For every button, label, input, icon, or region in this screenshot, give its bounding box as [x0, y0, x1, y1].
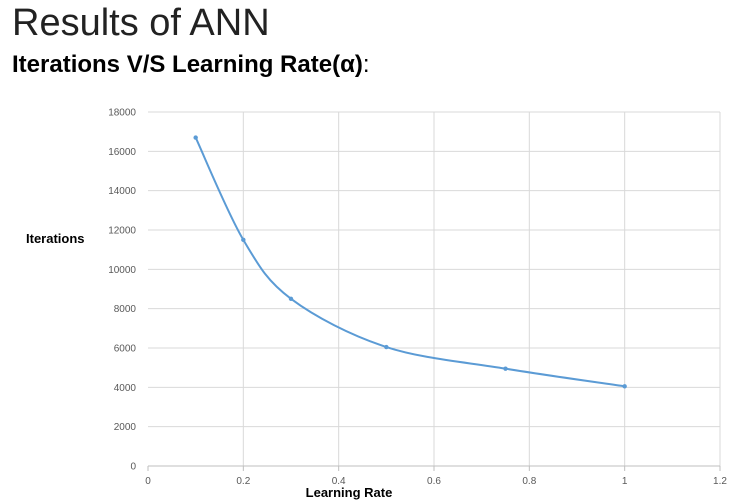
page-title: Results of ANN — [12, 2, 270, 44]
data-point — [193, 135, 198, 140]
x-axis-label: Learning Rate — [306, 485, 393, 500]
data-point — [622, 384, 627, 389]
y-tick-label: 4000 — [114, 383, 137, 394]
data-point — [241, 237, 246, 243]
subtitle-text: Iterations V/S Learning Rate(α) — [12, 51, 363, 78]
x-tick-label: 0 — [145, 476, 151, 487]
y-tick-label: 0 — [130, 462, 136, 473]
data-point — [288, 296, 294, 302]
series-line — [194, 137, 625, 388]
x-tick-label: 0.2 — [236, 476, 250, 487]
data-point — [384, 344, 389, 350]
subtitle-colon: : — [362, 51, 370, 78]
x-axis-ticks: 0 0.2 0.4 0.6 0.8 1 1.2 — [145, 476, 727, 487]
y-tick-label: 6000 — [114, 344, 137, 355]
series-points — [193, 135, 627, 389]
x-tick-label: 0.6 — [427, 476, 441, 487]
y-tick-label: 10000 — [108, 265, 136, 276]
y-tick-label: 8000 — [114, 304, 137, 315]
chart-grid — [148, 111, 721, 466]
y-tick-label: 16000 — [108, 147, 136, 158]
y-tick-label: 14000 — [108, 186, 136, 197]
y-tick-label: 2000 — [114, 422, 137, 433]
page-subtitle: Iterations V/S Learning Rate(α): — [12, 50, 369, 80]
y-tick-label: 12000 — [108, 226, 136, 237]
data-point — [503, 366, 508, 371]
x-tick-label: 1.2 — [713, 476, 727, 487]
y-axis-label: Iterations — [26, 231, 85, 246]
x-tick-label: 1 — [622, 476, 628, 487]
chart-axes — [147, 465, 721, 471]
x-tick-label: 0.8 — [522, 476, 536, 487]
x-tick-label: 0.4 — [332, 476, 346, 487]
y-tick-label: 18000 — [108, 108, 136, 119]
y-axis-ticks: 0 2000 4000 6000 8000 10000 12000 14000 16000 180… — [108, 108, 136, 473]
